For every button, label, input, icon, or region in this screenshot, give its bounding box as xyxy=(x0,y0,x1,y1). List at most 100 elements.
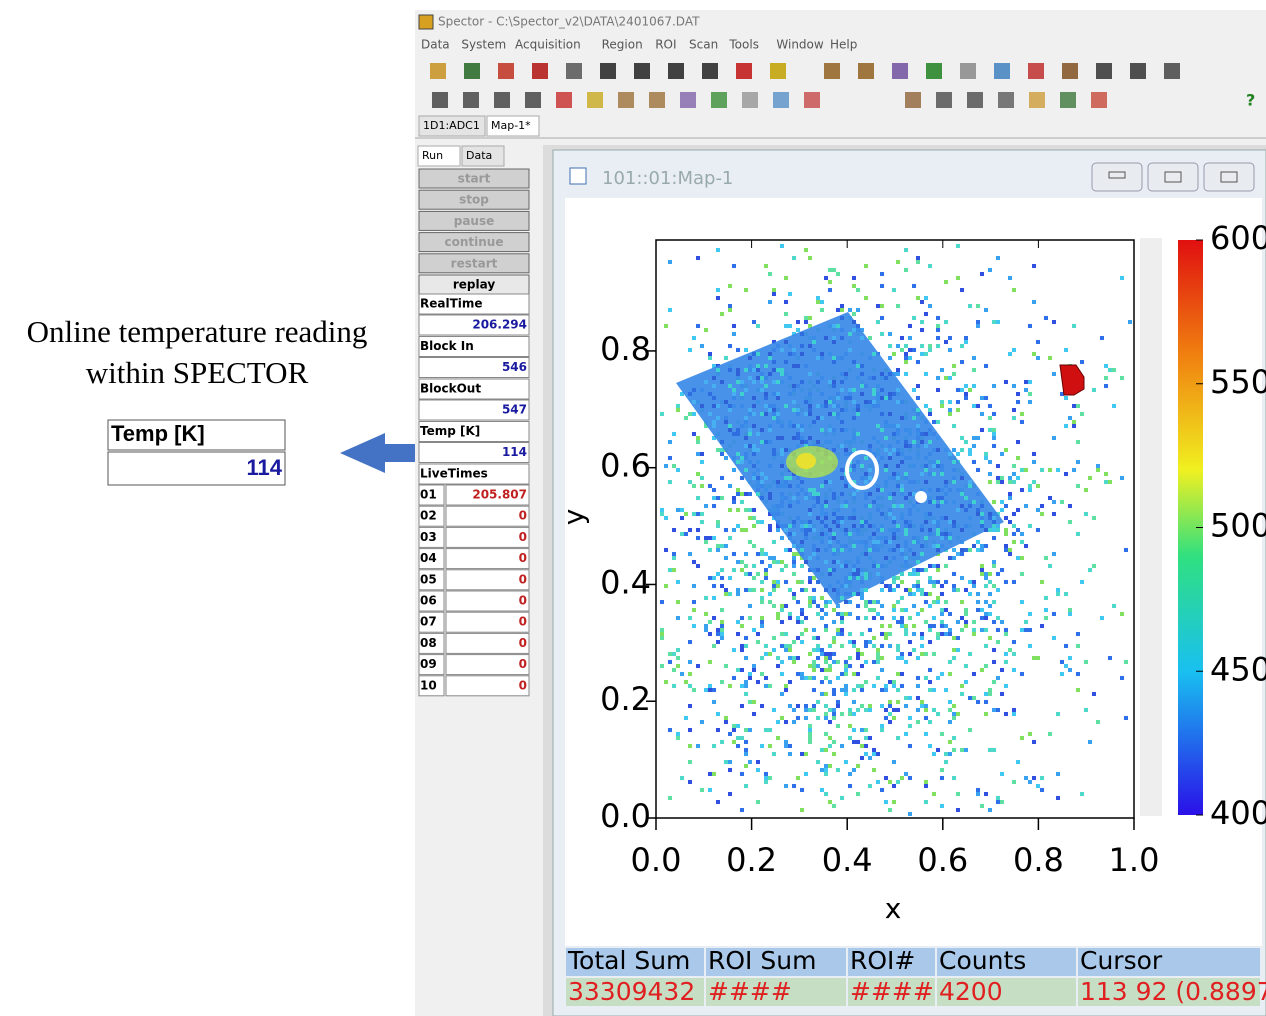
window-button[interactable] xyxy=(1148,163,1198,191)
heatmap-pixel xyxy=(712,420,716,424)
toolbar-icon[interactable] xyxy=(532,63,548,79)
heatmap-pixel xyxy=(944,480,948,484)
toolbar-icon[interactable] xyxy=(926,63,942,79)
heatmap-pixel xyxy=(788,648,792,652)
heatmap-pixel xyxy=(776,720,780,724)
heatmap-pixel xyxy=(908,444,912,448)
toolbar-icon[interactable] xyxy=(432,92,448,108)
toolbar-icon[interactable] xyxy=(525,92,541,108)
heatmap-pixel xyxy=(996,796,1000,800)
heatmap-pixel xyxy=(728,536,732,540)
heatmap-pixel xyxy=(824,712,828,716)
heatmap-pixel xyxy=(1008,548,1012,552)
menu-item[interactable]: System xyxy=(461,38,506,52)
toolbar-icon[interactable] xyxy=(498,63,514,79)
menu-item[interactable]: Data xyxy=(421,38,450,52)
toolbar-icon[interactable] xyxy=(1062,63,1078,79)
heatmap-pixel xyxy=(1112,404,1116,408)
toolbar-icon[interactable] xyxy=(711,92,727,108)
toolbar-icon[interactable] xyxy=(587,92,603,108)
toolbar-icon[interactable] xyxy=(600,63,616,79)
heatmap-pixel xyxy=(704,540,708,544)
heatmap-pixel xyxy=(688,392,692,396)
toolbar-icon[interactable] xyxy=(680,92,696,108)
menu-item[interactable]: ROI xyxy=(655,38,676,52)
menu-item[interactable]: Help xyxy=(830,38,857,52)
heatmap-pixel xyxy=(920,632,924,636)
toolbar-icon[interactable] xyxy=(998,92,1014,108)
toolbar-icon[interactable] xyxy=(736,63,752,79)
heatmap-pixel xyxy=(716,632,720,636)
heatmap-pixel xyxy=(860,520,864,524)
heatmap-pixel xyxy=(752,368,756,372)
menu-item[interactable]: Acquisition xyxy=(515,38,581,52)
heatmap-pixel xyxy=(984,664,988,668)
toolbar-icon[interactable] xyxy=(634,63,650,79)
toolbar-icon[interactable] xyxy=(463,92,479,108)
toolbar-icon[interactable] xyxy=(967,92,983,108)
heatmap-pixel xyxy=(980,520,984,524)
window-button[interactable] xyxy=(1204,163,1254,191)
menu-item[interactable]: Tools xyxy=(728,38,759,52)
heatmap-pixel xyxy=(988,268,992,272)
menu-item[interactable]: Scan xyxy=(689,38,718,52)
heatmap-pixel xyxy=(764,644,768,648)
heatmap-pixel xyxy=(808,604,812,608)
heatmap-pixel xyxy=(776,528,780,532)
toolbar-icon[interactable] xyxy=(824,63,840,79)
heatmap-pixel xyxy=(900,624,904,628)
heatmap-pixel xyxy=(868,640,872,644)
heatmap-pixel xyxy=(928,688,932,692)
heatmap-pixel xyxy=(728,484,732,488)
toolbar-icon[interactable] xyxy=(773,92,789,108)
heatmap-pixel xyxy=(928,720,932,724)
heatmap-pixel xyxy=(856,412,860,416)
toolbar-icon[interactable] xyxy=(1164,63,1180,79)
heatmap-pixel xyxy=(1052,436,1056,440)
heatmap-pixel xyxy=(716,548,720,552)
colorbar-tick-label: 500 xyxy=(1210,507,1266,545)
toolbar-icon[interactable] xyxy=(1060,92,1076,108)
toolbar-icon[interactable] xyxy=(618,92,634,108)
heatmap-pixel xyxy=(840,444,844,448)
toolbar-icon[interactable] xyxy=(566,63,582,79)
toolbar-icon[interactable] xyxy=(742,92,758,108)
menu-item[interactable]: Window xyxy=(776,38,824,52)
toolbar-icon[interactable] xyxy=(556,92,572,108)
toolbar-icon[interactable] xyxy=(1096,63,1112,79)
heatmap-pixel xyxy=(864,744,868,748)
heatmap-pixel xyxy=(732,568,736,572)
heatmap-pixel xyxy=(880,632,884,636)
toolbar-icon[interactable] xyxy=(702,63,718,79)
heatmap-pixel xyxy=(904,444,908,448)
toolbar-icon[interactable] xyxy=(892,63,908,79)
toolbar-icon[interactable] xyxy=(936,92,952,108)
toolbar-icon[interactable] xyxy=(1028,63,1044,79)
toolbar-icon[interactable] xyxy=(1091,92,1107,108)
heatmap-pixel xyxy=(764,440,768,444)
heatmap-pixel xyxy=(796,776,800,780)
heatmap-pixel xyxy=(1012,288,1016,292)
toolbar-icon[interactable] xyxy=(430,63,446,79)
toolbar-icon[interactable] xyxy=(494,92,510,108)
heatmap-pixel xyxy=(716,728,720,732)
toolbar-icon[interactable] xyxy=(804,92,820,108)
window-button[interactable] xyxy=(1092,163,1142,191)
toolbar-icon[interactable] xyxy=(1130,63,1146,79)
heatmap-pixel xyxy=(700,512,704,516)
heatmap-pixel xyxy=(716,248,720,252)
toolbar-icon[interactable] xyxy=(905,92,921,108)
toolbar-icon[interactable] xyxy=(858,63,874,79)
toolbar-icon[interactable] xyxy=(770,63,786,79)
toolbar-icon[interactable] xyxy=(994,63,1010,79)
menu-item[interactable]: Region xyxy=(602,38,643,52)
heatmap-pixel xyxy=(920,440,924,444)
heatmap-pixel xyxy=(880,724,884,728)
toolbar-icon[interactable] xyxy=(464,63,480,79)
toolbar-icon[interactable] xyxy=(1029,92,1045,108)
toolbar-icon[interactable] xyxy=(960,63,976,79)
toolbar-icon[interactable] xyxy=(649,92,665,108)
heatmap-pixel xyxy=(1004,660,1008,664)
toolbar-icon[interactable] xyxy=(668,63,684,79)
heatmap-pixel xyxy=(960,388,964,392)
